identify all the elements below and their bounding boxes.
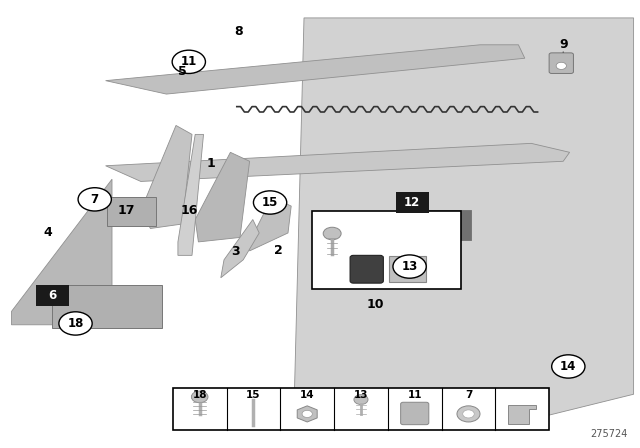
Bar bbox=[399, 263, 416, 274]
Polygon shape bbox=[141, 125, 192, 228]
Polygon shape bbox=[106, 45, 525, 94]
Bar bbox=[36, 285, 69, 306]
Text: 17: 17 bbox=[118, 204, 136, 217]
Text: 18: 18 bbox=[67, 317, 84, 330]
Polygon shape bbox=[12, 179, 112, 325]
Text: 1: 1 bbox=[207, 157, 216, 170]
Circle shape bbox=[354, 395, 368, 405]
Text: 3: 3 bbox=[231, 245, 240, 258]
Text: 12: 12 bbox=[404, 196, 420, 209]
Bar bbox=[173, 388, 549, 430]
Text: 15: 15 bbox=[246, 390, 260, 400]
Polygon shape bbox=[221, 220, 259, 278]
Circle shape bbox=[556, 62, 566, 69]
Circle shape bbox=[552, 355, 585, 378]
Text: 2: 2 bbox=[274, 244, 283, 258]
FancyBboxPatch shape bbox=[52, 285, 162, 328]
Circle shape bbox=[59, 312, 92, 335]
Polygon shape bbox=[294, 18, 634, 421]
Text: 14: 14 bbox=[300, 390, 314, 400]
FancyBboxPatch shape bbox=[389, 256, 426, 282]
Text: 6: 6 bbox=[49, 289, 56, 302]
Text: 14: 14 bbox=[560, 360, 577, 373]
Circle shape bbox=[78, 188, 111, 211]
Text: 15: 15 bbox=[262, 196, 278, 209]
FancyBboxPatch shape bbox=[549, 53, 573, 73]
Circle shape bbox=[302, 410, 312, 418]
Text: 7: 7 bbox=[465, 390, 472, 400]
FancyBboxPatch shape bbox=[426, 210, 471, 240]
Text: 11: 11 bbox=[180, 55, 197, 69]
Circle shape bbox=[191, 391, 208, 403]
Text: 13: 13 bbox=[401, 260, 418, 273]
Polygon shape bbox=[508, 405, 536, 424]
Polygon shape bbox=[250, 197, 291, 251]
Polygon shape bbox=[178, 134, 204, 255]
Circle shape bbox=[457, 406, 480, 422]
FancyBboxPatch shape bbox=[350, 255, 383, 283]
Text: 275724: 275724 bbox=[590, 429, 627, 439]
Circle shape bbox=[323, 227, 341, 240]
Bar bbox=[396, 192, 429, 213]
Circle shape bbox=[172, 50, 205, 73]
Text: 5: 5 bbox=[178, 65, 187, 78]
Polygon shape bbox=[297, 406, 317, 422]
Text: 10: 10 bbox=[366, 298, 384, 311]
Bar bbox=[312, 211, 461, 289]
Circle shape bbox=[463, 410, 474, 418]
Circle shape bbox=[253, 191, 287, 214]
FancyBboxPatch shape bbox=[401, 402, 429, 425]
Text: 8: 8 bbox=[234, 25, 243, 38]
Text: 7: 7 bbox=[91, 193, 99, 206]
Polygon shape bbox=[195, 152, 250, 242]
Circle shape bbox=[393, 255, 426, 278]
Text: 18: 18 bbox=[193, 390, 207, 400]
Polygon shape bbox=[106, 143, 570, 181]
Text: 4: 4 bbox=[44, 226, 52, 240]
Text: 11: 11 bbox=[408, 390, 422, 400]
FancyBboxPatch shape bbox=[107, 197, 156, 226]
Text: 16: 16 bbox=[180, 204, 198, 217]
Text: 9: 9 bbox=[559, 38, 568, 52]
Text: 13: 13 bbox=[354, 390, 368, 400]
